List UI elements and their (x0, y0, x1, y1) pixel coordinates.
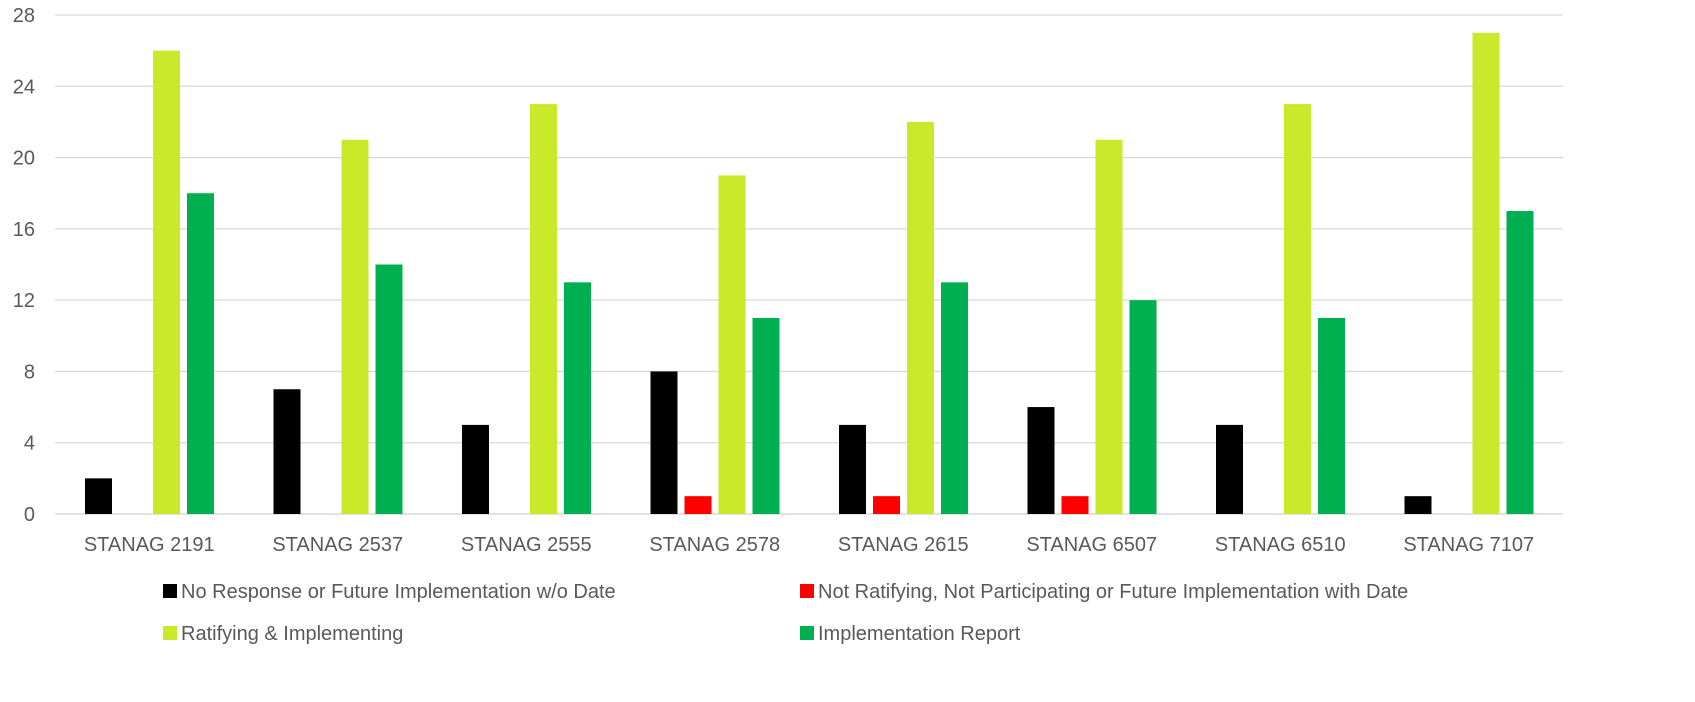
x-tick-label: STANAG 6507 (1026, 534, 1157, 556)
legend-swatch (800, 626, 814, 640)
bar (1404, 496, 1432, 514)
x-tick-label: STANAG 2191 (84, 534, 215, 556)
legend: No Response or Future Implementation w/o… (163, 581, 1408, 645)
bar (462, 424, 489, 514)
y-tick-label: 12 (13, 290, 35, 312)
bar (1129, 300, 1157, 514)
y-axis-tick-labels: 0 4 8 12 16 20 24 28 (13, 5, 35, 526)
bar (564, 282, 591, 514)
bar (1095, 139, 1123, 514)
bar (341, 139, 369, 514)
bar (273, 389, 301, 514)
x-tick-label: STANAG 6510 (1215, 534, 1346, 556)
y-tick-label: 24 (13, 76, 35, 98)
bar (375, 264, 403, 514)
y-tick-label: 16 (13, 219, 35, 241)
bar (1061, 496, 1089, 514)
legend-swatch (163, 626, 177, 640)
x-tick-label: STANAG 7107 (1403, 534, 1534, 556)
bar (941, 282, 968, 514)
y-tick-label: 0 (24, 504, 35, 526)
bar (1284, 104, 1311, 514)
y-tick-label: 8 (24, 361, 35, 383)
bar (1216, 424, 1243, 514)
bar (153, 50, 180, 515)
bar (187, 193, 214, 514)
x-tick-label: STANAG 2555 (461, 534, 592, 556)
legend-label: Not Ratifying, Not Participating or Futu… (818, 581, 1408, 603)
bar (1027, 407, 1055, 514)
bar (650, 371, 678, 514)
bar (1472, 32, 1500, 514)
bar (718, 175, 746, 514)
bar (684, 496, 712, 514)
x-tick-label: STANAG 2537 (272, 534, 403, 556)
legend-swatch (800, 584, 814, 598)
bar (85, 478, 112, 514)
bar (873, 496, 900, 514)
x-tick-label: STANAG 2578 (649, 534, 780, 556)
legend-label: Ratifying & Implementing (181, 623, 403, 645)
legend-swatch (163, 584, 177, 598)
bar (530, 104, 557, 514)
bar (907, 121, 934, 514)
bars (85, 32, 1534, 515)
bar (1506, 211, 1534, 515)
gridlines (55, 14, 1563, 515)
legend-label: Implementation Report (818, 623, 1021, 645)
x-axis-category-labels: STANAG 2191 STANAG 2537 STANAG 2555 STANAG … (84, 534, 1534, 556)
y-tick-label: 28 (13, 5, 35, 27)
y-tick-label: 20 (13, 148, 35, 170)
bar (1318, 317, 1345, 514)
bar (839, 424, 866, 514)
x-tick-label: STANAG 2615 (838, 534, 969, 556)
bar (752, 317, 780, 514)
y-tick-label: 4 (24, 433, 35, 455)
legend-label: No Response or Future Implementation w/o… (181, 581, 616, 603)
